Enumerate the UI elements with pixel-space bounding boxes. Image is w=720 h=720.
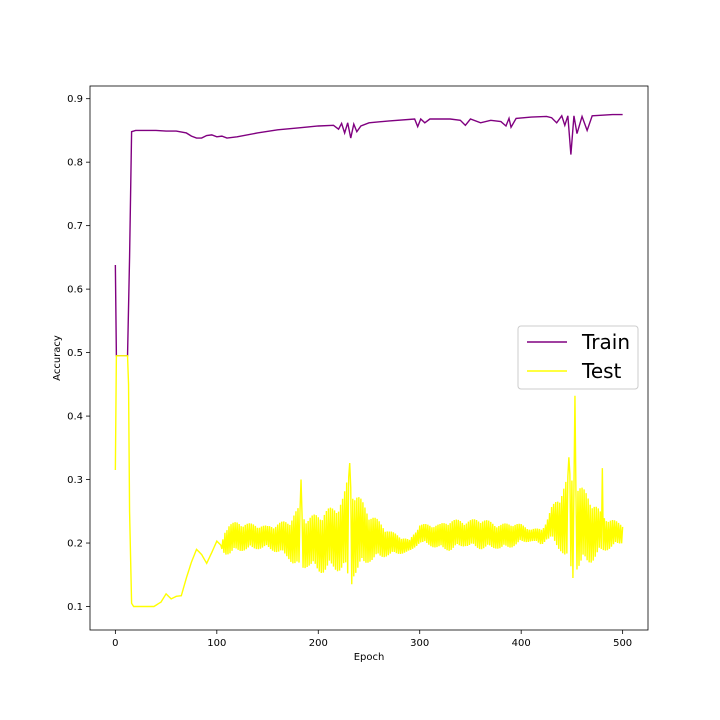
x-tick-label: 200 [309, 638, 328, 649]
y-tick-label: 0.1 [67, 602, 83, 613]
legend-label-test: Test [581, 359, 622, 383]
x-tick-label: 500 [613, 638, 632, 649]
y-tick-label: 0.3 [67, 475, 83, 486]
y-tick-label: 0.7 [67, 221, 83, 232]
y-tick-label: 0.9 [67, 94, 83, 105]
y-tick-label: 0.2 [67, 539, 83, 550]
series-layer [114, 113, 624, 608]
series-line-train [114, 113, 623, 357]
y-tick-label: 0.4 [67, 412, 83, 423]
y-axis-label: Accuracy [52, 335, 63, 381]
x-tick-label: 0 [112, 638, 118, 649]
y-tick-label: 0.8 [67, 158, 83, 169]
y-tick-label: 0.5 [67, 348, 83, 359]
y-axis: 0.1 0.2 0.3 0.4 0.5 0.6 0.7 0.8 0.9 [67, 94, 90, 613]
x-tick-label: 400 [512, 638, 531, 649]
x-axis-label: Epoch [354, 652, 385, 663]
plot-frame [89, 85, 649, 631]
legend-label-train: Train [581, 330, 630, 354]
x-tick-label: 300 [410, 638, 429, 649]
series-line-test [114, 355, 624, 608]
legend: Train Test [517, 325, 639, 390]
x-tick-label: 100 [207, 638, 226, 649]
y-tick-label: 0.6 [67, 285, 83, 296]
x-axis: 0 100 200 300 400 500 [112, 630, 632, 649]
